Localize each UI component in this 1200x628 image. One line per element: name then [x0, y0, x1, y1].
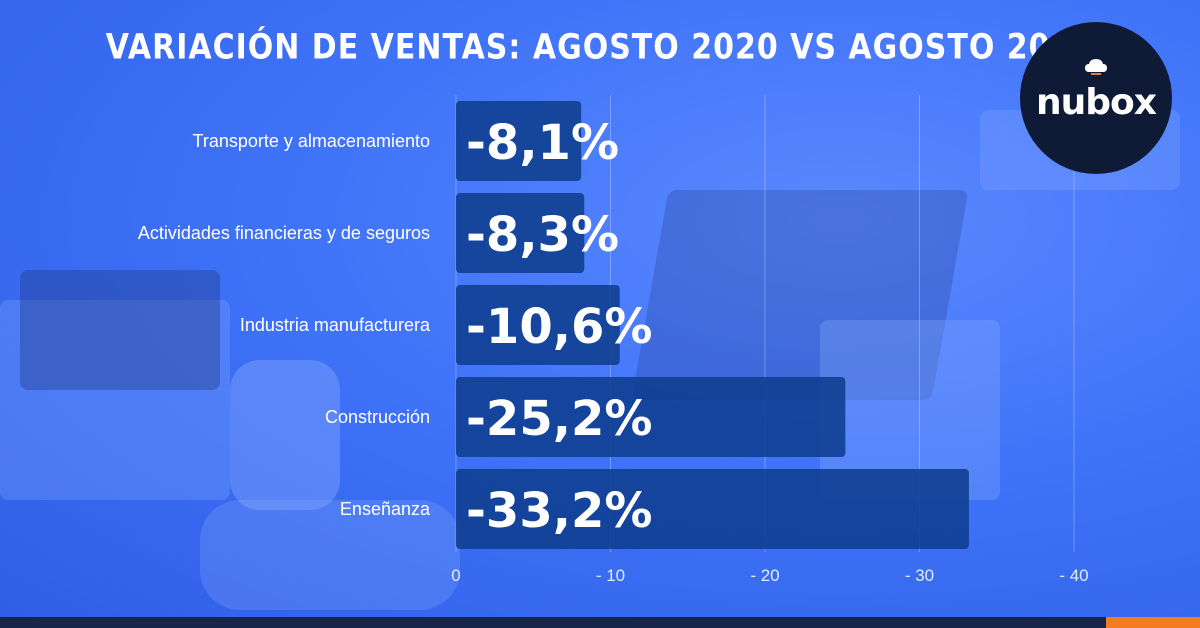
category-label: Actividades financieras y de seguros: [138, 223, 430, 243]
data-label: -10,6%: [466, 299, 652, 355]
category-label: Transporte y almacenamiento: [193, 131, 430, 151]
chart-title: VARIACIÓN DE VENTAS: AGOSTO 2020 VS AGOS…: [105, 27, 1095, 68]
data-label: -33,2%: [466, 483, 652, 539]
background-photo-shape: [200, 500, 460, 610]
footer-bar: [0, 617, 1200, 628]
logo-text: nubox: [1036, 81, 1157, 123]
bar: [456, 285, 620, 365]
cloud-icon: [1085, 59, 1107, 75]
data-label: -8,1%: [466, 115, 619, 171]
background-photo-shape: [0, 300, 230, 500]
category-label: Construcción: [325, 407, 430, 427]
x-tick-label: - 30: [905, 566, 934, 585]
data-label: -25,2%: [466, 391, 652, 447]
footer-accent: [1106, 617, 1200, 628]
bar: [456, 193, 585, 273]
nubox-logo: nubox: [1020, 22, 1172, 174]
bar: [456, 469, 969, 549]
x-tick-label: 0: [451, 566, 460, 585]
background-photo-shape: [230, 360, 340, 510]
bar: [456, 101, 582, 181]
category-label: Industria manufacturera: [240, 315, 431, 335]
category-label: Enseñanza: [340, 499, 431, 519]
background-photo-shape: [20, 270, 220, 390]
x-tick-label: - 40: [1059, 566, 1088, 585]
x-tick-label: - 10: [596, 566, 625, 585]
x-tick-label: - 20: [750, 566, 779, 585]
data-label: -8,3%: [466, 207, 619, 263]
bar: [456, 377, 846, 457]
